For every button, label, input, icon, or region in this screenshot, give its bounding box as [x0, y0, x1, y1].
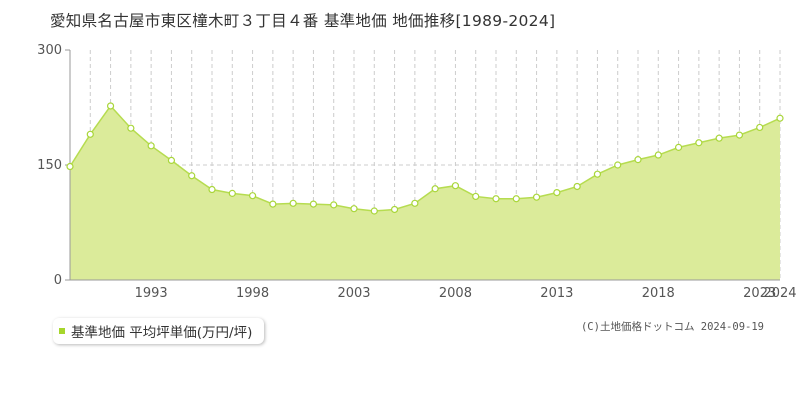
data-point: [492, 195, 500, 203]
credit-text: (C)土地価格ドットコム 2024-09-19: [580, 321, 764, 333]
x-tick-label: 1993: [135, 286, 168, 300]
data-point: [330, 201, 338, 209]
chart-title: 愛知県名古屋市東区橦木町３丁目４番 基準地価 地価推移[1989-2024]: [50, 12, 556, 30]
data-point: [532, 193, 541, 201]
data-point: [309, 200, 318, 208]
data-point: [390, 205, 399, 214]
data-point: [350, 205, 358, 213]
y-tick-label: 150: [37, 158, 62, 173]
data-point: [127, 124, 135, 132]
data-point: [411, 199, 419, 207]
data-point: [512, 195, 520, 203]
data-point: [167, 156, 176, 164]
data-point: [654, 151, 662, 159]
data-point: [614, 161, 622, 169]
data-point: [106, 102, 115, 110]
data-point: [735, 131, 744, 139]
data-point: [472, 192, 480, 201]
data-point: [573, 182, 581, 191]
data-point: [370, 207, 378, 215]
data-point: [756, 123, 764, 132]
data-point: [593, 170, 602, 178]
data-points: [66, 102, 784, 215]
data-point: [289, 199, 297, 207]
x-tick-label: 2003: [337, 286, 370, 300]
area-layer: [69, 104, 781, 280]
x-tick-label: 2008: [439, 286, 472, 300]
data-point: [188, 172, 196, 180]
data-point: [674, 143, 683, 151]
y-tick-label: 300: [37, 43, 62, 58]
data-point: [776, 114, 784, 122]
data-point: [86, 130, 94, 138]
area-fill: [70, 105, 780, 280]
data-point: [451, 182, 460, 190]
x-tick-label: 2013: [540, 286, 573, 300]
data-point: [431, 185, 439, 193]
legend: 基準地価 平均坪単価(万円/坪): [53, 318, 265, 344]
data-point: [248, 192, 257, 200]
data-point: [269, 200, 277, 208]
y-tick-label: 0: [54, 273, 62, 288]
legend-marker: [59, 328, 65, 334]
series-line: [69, 104, 781, 212]
x-tick-label: 2023: [743, 286, 776, 300]
data-point: [553, 189, 561, 197]
data-point: [695, 139, 703, 147]
data-point: [715, 134, 723, 142]
data-point: [66, 162, 74, 171]
data-point: [208, 185, 216, 194]
x-tick-label: 1998: [236, 286, 269, 300]
data-point: [228, 189, 236, 197]
legend-label: 基準地価 平均坪単価(万円/坪): [71, 325, 253, 341]
x-tick-label: 2024: [763, 286, 796, 300]
x-tick-label: 2018: [642, 286, 675, 300]
data-point: [634, 156, 642, 164]
data-point: [147, 142, 155, 150]
